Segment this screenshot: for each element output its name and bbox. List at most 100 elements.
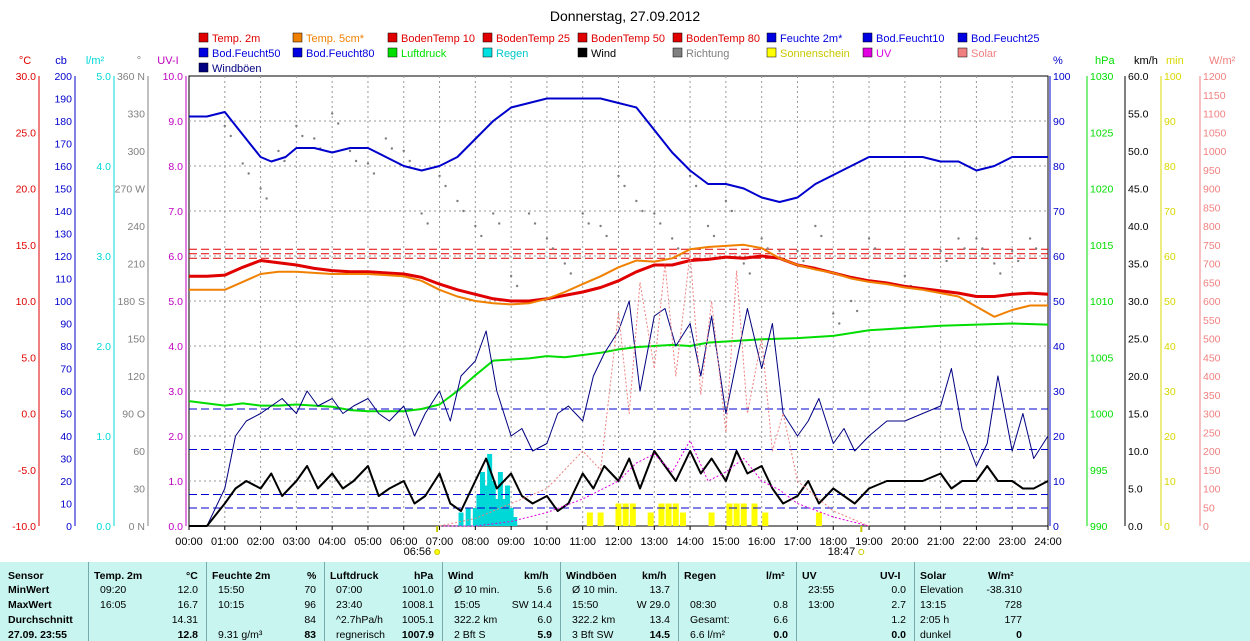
axis-tick-sun: 50 — [1164, 296, 1176, 308]
series-line-feuchte-2m- — [189, 97, 1048, 203]
direction-point — [867, 237, 871, 240]
legend-swatch — [292, 32, 303, 43]
axis-tick-cb: 160 — [54, 161, 72, 173]
x-axis: 00:00 01:00 02:00 03:00 04:00 05:00 06:00 07:00… — [175, 526, 1062, 558]
x-tick-label: 16:00 — [748, 536, 776, 548]
stats-cell-press-t: 07:00 — [336, 584, 363, 596]
direction-point — [366, 162, 370, 165]
sunshine-bar — [629, 503, 636, 526]
direction-point — [849, 299, 853, 303]
axis-tick-uvi: 4.0 — [168, 341, 183, 353]
axis-tick-solar: 1100 — [1203, 109, 1226, 121]
col-divider — [678, 562, 679, 641]
axis-tick-solar: 200 — [1203, 446, 1221, 458]
x-tick-label: 15:00 — [712, 536, 740, 548]
direction-point — [587, 222, 590, 225]
direction-point — [832, 312, 835, 315]
axis-tick-cb: 190 — [54, 94, 72, 106]
direction-point — [283, 159, 286, 163]
direction-point — [742, 262, 745, 265]
stats-cell-temp-t: 16:05 — [100, 599, 127, 611]
axis-tick-press: 1030 — [1090, 71, 1114, 83]
x-tick-label: 13:00 — [641, 536, 669, 548]
sunshine-bar — [597, 512, 604, 526]
axis-tick-press: 1015 — [1090, 240, 1114, 252]
axis-tick-hum: 50 — [1053, 296, 1065, 308]
direction-point — [981, 247, 984, 250]
legend-label: Richtung — [686, 48, 729, 60]
direction-point — [676, 247, 680, 250]
legend-label: Luftdruck — [401, 48, 447, 60]
axis-tick-uvi: 2.0 — [168, 431, 183, 443]
axis-tick-solar: 1000 — [1203, 146, 1227, 158]
direction-point — [855, 309, 859, 313]
direction-point — [814, 224, 817, 228]
axis-tick-sun: 30 — [1164, 386, 1176, 398]
direction-point — [617, 174, 620, 178]
stats-cell-gust-t: 15:50 — [572, 599, 599, 611]
sunrise-marker — [434, 549, 441, 555]
direction-point — [533, 222, 537, 225]
stats-cell-solar-v: 0 — [1016, 629, 1022, 641]
axis-tick-temp: -5.0 — [18, 465, 36, 477]
direction-point — [605, 234, 608, 238]
axis-tick-uvi: 0.0 — [168, 521, 183, 533]
axis-tick-rain: 1.0 — [96, 431, 111, 443]
direction-point — [354, 159, 358, 163]
direction-point — [623, 184, 626, 188]
legend-swatch — [198, 47, 209, 58]
axis-tick-dir: 150 — [127, 334, 145, 346]
stats-cell-solar-v: -38.310 — [986, 584, 1022, 596]
chart-title: Donnerstag, 27.09.2012 — [550, 8, 700, 24]
stats-cell-wind-v: 5.9 — [537, 629, 552, 641]
x-tick-label: 20:00 — [891, 536, 919, 548]
direction-point — [241, 162, 244, 165]
gridlines — [189, 76, 1048, 526]
axis-tick-cb: 80 — [60, 341, 72, 353]
stats-rows: MinWert 09:20 12.0 15:50 70 07:00 1001.0 Ø 10 m… — [0, 562, 1250, 641]
axis-unit-press: hPa — [1095, 55, 1115, 67]
axis-tick-solar: 650 — [1203, 277, 1221, 289]
direction-point — [653, 212, 656, 215]
sunset-label: 18:47 — [828, 546, 856, 558]
direction-point — [551, 247, 555, 250]
stats-cell-temp-v: 16.7 — [177, 599, 198, 611]
stats-cell-label: 27.09. 23:55 — [8, 629, 67, 641]
axis-tick-sun: 20 — [1164, 431, 1176, 443]
col-divider — [442, 562, 443, 641]
axis-tick-dir: 360 N — [117, 71, 145, 83]
col-divider — [324, 562, 325, 641]
stats-cell-rain-v: 0.8 — [773, 599, 788, 611]
axis-tick-dir: 0 N — [129, 521, 145, 533]
axis-tick-uvi: 1.0 — [168, 476, 183, 488]
axis-tick-wind: 35.0 — [1128, 259, 1149, 271]
series-line-windb-en — [189, 300, 1049, 527]
sunshine-bar — [726, 503, 733, 526]
stats-cell-hum-t: 9.31 g/m³ — [218, 629, 263, 641]
direction-point — [509, 274, 513, 278]
sunshine-bar — [733, 503, 740, 526]
axis-tick-uvi: 10.0 — [163, 71, 184, 83]
axis-tick-solar: 950 — [1203, 165, 1221, 177]
x-tick-label: 18:00 — [819, 536, 847, 548]
axis-tick-cb: 100 — [54, 296, 72, 308]
stats-cell-gust-v: W 29.0 — [636, 599, 670, 611]
axis-tick-solar: 1200 — [1203, 71, 1227, 83]
axis-tick-cb: 0 — [66, 521, 72, 533]
direction-point — [581, 212, 584, 215]
axis-tick-rain: 2.0 — [96, 341, 111, 353]
axis-unit-sun: min — [1166, 55, 1184, 67]
direction-point — [330, 112, 334, 115]
direction-point — [569, 272, 573, 275]
axis-tick-cb: 140 — [54, 206, 72, 218]
direction-point — [730, 209, 734, 213]
axis-unit-rain: l/m² — [86, 55, 105, 67]
legend-label: Feuchte 2m* — [780, 33, 843, 45]
direction-point — [223, 124, 226, 128]
axis-tick-solar: 100 — [1203, 484, 1221, 496]
stats-cell-uv-v: 0.0 — [891, 584, 906, 596]
stats-cell-hum-v: 83 — [304, 629, 316, 641]
stats-cell-solar-t: dunkel — [920, 629, 951, 641]
direction-point — [993, 262, 996, 265]
axis-tick-hum: 60 — [1053, 251, 1065, 263]
